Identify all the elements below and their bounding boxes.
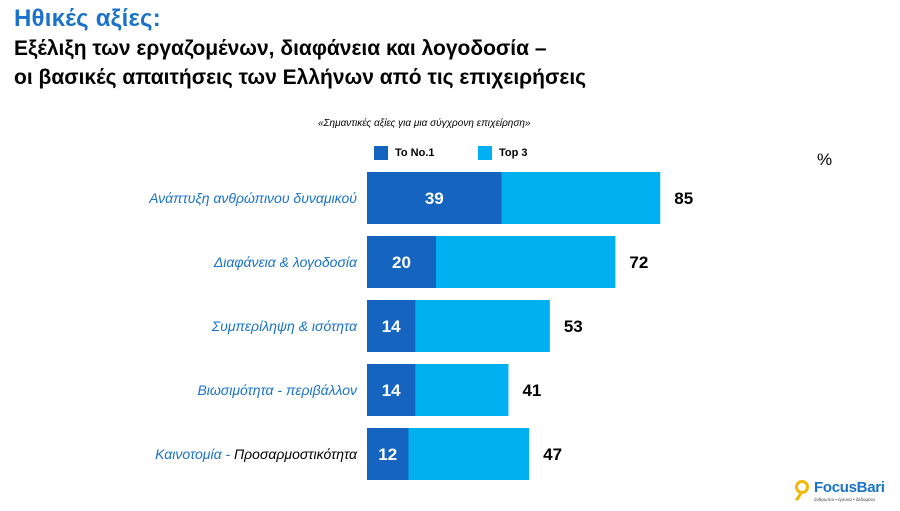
- magnifier-icon: [795, 480, 809, 494]
- logo-tagline: άνθρωποι • έρευνα • δεδομένα: [814, 497, 875, 502]
- data-label-no1-4: 12: [378, 445, 397, 464]
- legend-swatch-no1: [374, 146, 388, 160]
- data-label-no1-2: 14: [382, 317, 401, 336]
- data-label-no1-1: 20: [392, 253, 411, 272]
- magnifier-handle: [794, 492, 803, 502]
- focusbari-logo: FocusBari άνθρωποι • έρευνα • δεδομένα: [794, 479, 895, 507]
- unit-label: %: [817, 150, 833, 169]
- legend-label-top3: Top 3: [499, 147, 528, 159]
- chart-caption: «Σημαντικές αξίες για μια σύγχρονη επιχε…: [318, 118, 531, 129]
- data-label-top3-3: 41: [522, 381, 541, 400]
- legend-item-no1: To No.1: [374, 146, 435, 160]
- category-label-0: Ανάπτυξη ανθρώπινου δυναμικού: [148, 190, 357, 206]
- data-label-no1-3: 14: [382, 381, 401, 400]
- category-label-3: Βιωσιμότητα - περιβάλλον: [197, 382, 357, 398]
- bar-no1-0: [367, 172, 502, 224]
- data-label-top3-4: 47: [543, 445, 562, 464]
- page-title: Ηθικές αξίες:: [14, 5, 161, 32]
- bar-no1-3: [367, 364, 416, 416]
- category-label-2: Συμπερίληψη & ισότητα: [211, 318, 358, 334]
- bar-no1-1: [367, 236, 436, 288]
- data-label-top3-1: 72: [629, 253, 648, 272]
- legend-label-no1: To No.1: [395, 147, 435, 159]
- data-label-top3-0: 85: [674, 189, 693, 208]
- category-label-4: Καινοτομία - Προσαρμοστικότητα: [155, 446, 358, 462]
- logo-name: FocusBari: [814, 479, 885, 496]
- legend-item-top3: Top 3: [478, 146, 528, 160]
- data-label-no1-0: 39: [425, 189, 444, 208]
- page-subtitle-line-1: Εξέλιξη των εργαζομένων, διαφάνεια και λ…: [14, 37, 547, 60]
- data-label-top3-2: 53: [564, 317, 583, 336]
- bar-no1-4: [367, 428, 409, 480]
- bar-no1-2: [367, 300, 416, 352]
- category-label-1: Διαφάνεια & λογοδοσία: [213, 254, 358, 270]
- page-subtitle-line-2: οι βασικές απαιτήσεις των Ελλήνων από τι…: [14, 66, 587, 89]
- legend-swatch-top3: [478, 146, 492, 160]
